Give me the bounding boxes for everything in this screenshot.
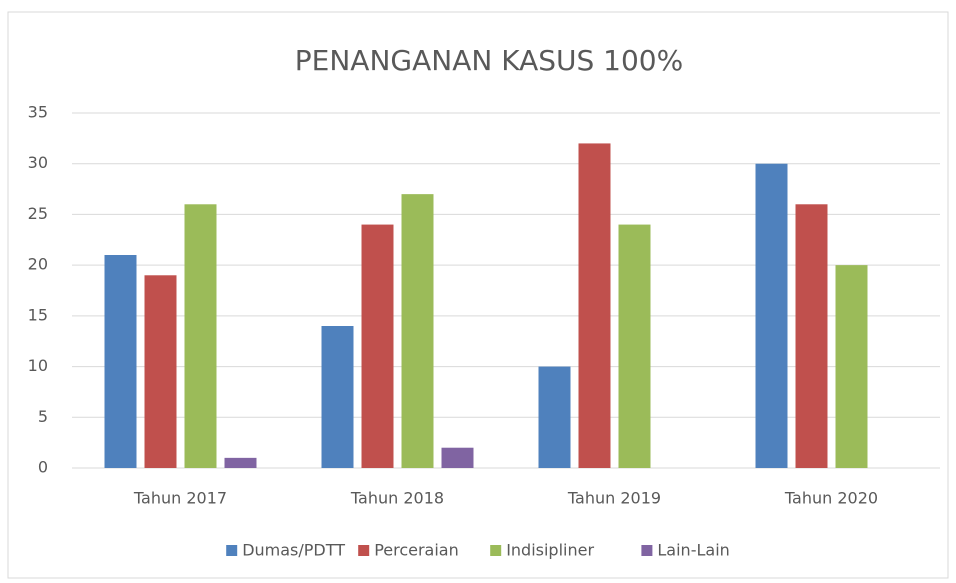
legend-label: Indisipliner bbox=[506, 541, 594, 560]
x-tick-label: Tahun 2020 bbox=[784, 489, 878, 508]
y-tick-label: 10 bbox=[28, 356, 48, 375]
legend-label: Dumas/PDTT bbox=[242, 541, 345, 560]
chart-title: PENANGANAN KASUS 100% bbox=[295, 44, 683, 77]
bar bbox=[224, 457, 257, 468]
legend-swatch bbox=[490, 545, 502, 556]
y-tick-label: 30 bbox=[28, 153, 48, 172]
legend-label: Perceraian bbox=[374, 541, 459, 560]
x-tick-label: Tahun 2019 bbox=[567, 489, 661, 508]
bar bbox=[401, 194, 434, 468]
bar bbox=[795, 204, 828, 469]
bar bbox=[144, 275, 177, 468]
y-tick-label: 35 bbox=[28, 103, 48, 122]
bar bbox=[361, 224, 394, 468]
bar bbox=[578, 143, 611, 468]
bar bbox=[618, 224, 651, 468]
y-tick-label: 5 bbox=[38, 407, 48, 426]
legend-swatch bbox=[358, 545, 370, 556]
legend-swatch bbox=[226, 545, 238, 556]
bar bbox=[104, 255, 137, 468]
legend-label: Lain-Lain bbox=[657, 541, 729, 560]
x-tick-label: Tahun 2017 bbox=[133, 489, 227, 508]
bar bbox=[835, 265, 868, 468]
bar bbox=[755, 163, 788, 468]
legend-swatch bbox=[641, 545, 653, 556]
bar bbox=[321, 326, 354, 468]
y-tick-label: 15 bbox=[28, 305, 48, 324]
y-tick-label: 25 bbox=[28, 204, 48, 223]
y-tick-label: 0 bbox=[38, 458, 48, 477]
bar bbox=[184, 204, 217, 469]
bar bbox=[538, 366, 571, 468]
bar bbox=[441, 447, 474, 468]
x-tick-label: Tahun 2018 bbox=[350, 489, 444, 508]
y-tick-label: 20 bbox=[28, 255, 48, 274]
